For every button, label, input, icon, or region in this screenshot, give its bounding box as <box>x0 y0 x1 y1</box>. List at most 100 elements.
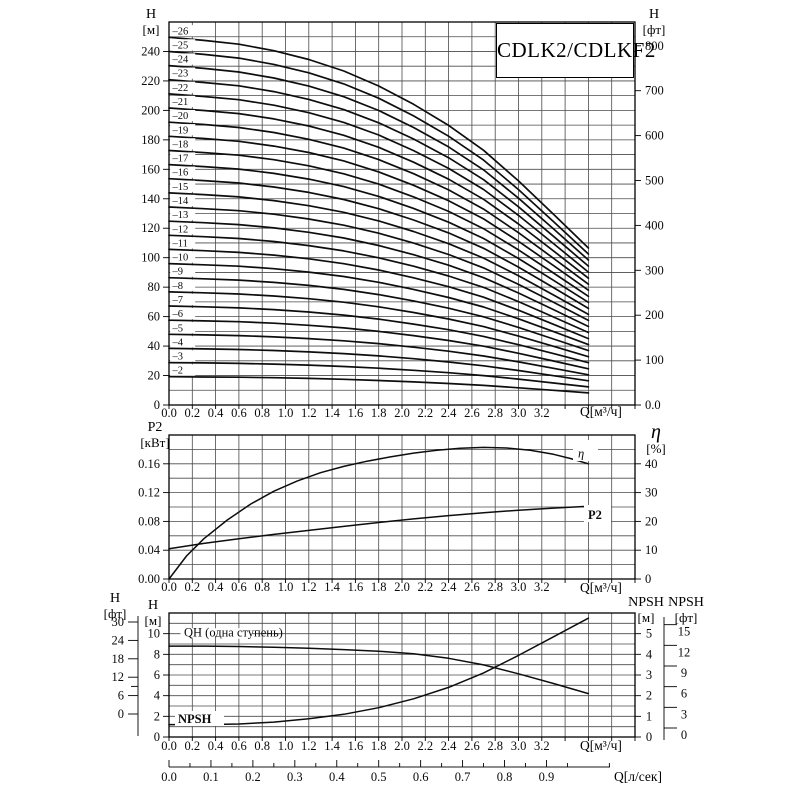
x-tick-label: 2.4 <box>441 739 457 753</box>
stage-curve-label: –26 <box>172 26 189 37</box>
x-tick-label: 3.2 <box>534 739 550 753</box>
h-ft-tick-label: 100 <box>645 353 664 367</box>
head-curve-12-stages <box>168 234 590 334</box>
npsh-m-tick-label: 4 <box>646 647 653 661</box>
stage-curve-label: –7 <box>172 295 184 306</box>
x-tick-label: 2.6 <box>464 739 480 753</box>
axis-unit: [кВт] <box>140 435 170 450</box>
p2-tick-label: 0.08 <box>138 514 160 528</box>
x-tick-label: 1.0 <box>278 739 294 753</box>
h-ft-tick-label: 6 <box>118 689 124 703</box>
h-m-tick-label: 4 <box>154 689 161 703</box>
x-tick-label: 1.6 <box>348 739 364 753</box>
lps-tick-label: 0.6 <box>413 770 429 784</box>
h-ft-tick-label: 0.0 <box>645 398 661 412</box>
head-curve-7-stages <box>168 305 590 364</box>
head-curve-21-stages <box>168 107 590 280</box>
x-tick-label: 2.8 <box>487 739 503 753</box>
curve-label-bg <box>170 265 196 277</box>
curve-label-bg <box>170 336 196 348</box>
h-m-tick-label: 10 <box>148 627 161 641</box>
x-tick-label: 1.4 <box>324 580 340 594</box>
curve-label-bg <box>170 138 196 150</box>
x-tick-label: 2.4 <box>441 580 457 594</box>
curve-label-bg <box>170 53 196 65</box>
h-m-tick-label: 2 <box>154 709 160 723</box>
npsh-m-tick-label: 0 <box>646 730 652 744</box>
axis-header-h-ft-top: H [фт] <box>634 7 674 37</box>
head-curve-17-stages <box>168 163 590 304</box>
h-ft-tick-label: 400 <box>645 218 664 232</box>
h-m-tick-label: 120 <box>141 221 160 235</box>
x-tick-label: 2.8 <box>487 580 503 594</box>
head-curve-15-stages <box>168 192 590 316</box>
x-tick-label: 3.0 <box>511 406 527 420</box>
q-unit-label-top: Q[м³/ч] <box>580 404 622 419</box>
head-curve-8-stages <box>168 291 590 358</box>
h-m-tick-label: 0 <box>154 398 160 412</box>
x-tick-label: 0.6 <box>231 739 247 753</box>
h-m-tick-label: 100 <box>141 251 160 265</box>
axis-header-p2: P2 [кВт] <box>132 420 178 450</box>
npsh-ft-tick-label: 9 <box>681 666 687 680</box>
axis-unit: [%] <box>646 441 666 456</box>
curve-label-bg <box>170 180 196 192</box>
axis-symbol: NPSH <box>628 595 664 610</box>
axis-unit: [фт] <box>674 610 698 625</box>
stage-curve-label: –10 <box>172 253 189 264</box>
h-ft-tick-label: 0 <box>118 707 124 721</box>
stage-curve-label: –18 <box>172 139 189 150</box>
eta-tick-label: 10 <box>645 543 658 557</box>
stage-curve-label: –9 <box>172 267 184 278</box>
stage-curve-label: –4 <box>172 337 184 348</box>
lps-tick-label: 0.0 <box>161 770 177 784</box>
x-tick-label: 1.4 <box>324 406 340 420</box>
axis-unit: [м] <box>142 22 160 37</box>
curve-label-bg <box>170 208 196 221</box>
npsh-ft-tick-label: 6 <box>681 687 687 701</box>
q-unit-label-middle: Q[м³/ч] <box>580 580 622 595</box>
label-bg <box>584 505 611 522</box>
curve-label-bg <box>170 293 196 306</box>
axis-symbol: H <box>648 7 660 22</box>
head-curve-5-stages <box>168 333 590 376</box>
npsh-m-tick-label: 3 <box>646 668 652 682</box>
axis-unit: [фт] <box>103 606 127 621</box>
axis-unit: [м] <box>637 610 655 625</box>
h-m-tick-label: 220 <box>141 74 160 88</box>
x-tick-label: 2.0 <box>394 406 410 420</box>
h-ft-tick-label: 500 <box>645 174 664 188</box>
x-tick-label: 1.8 <box>371 580 387 594</box>
axis-symbol: P2 <box>147 420 163 435</box>
h-m-tick-label: 180 <box>141 133 160 147</box>
axis-header-h-ft-bottom: H [фт] <box>96 591 134 621</box>
stage-curve-label: –19 <box>172 125 189 136</box>
curve-label-bg <box>170 67 196 79</box>
head-curve-26-stages <box>168 36 590 249</box>
x-tick-label: 2.4 <box>441 406 457 420</box>
model-title: CDLK2/CDLKF2 <box>497 38 656 62</box>
x-tick-label: 1.0 <box>278 580 294 594</box>
x-tick-label: 0.2 <box>184 580 200 594</box>
axis-header-h-m-top: H [м] <box>134 7 168 37</box>
head-chart-grid: –2 –3 –4 –5 –6 –7 –8 –9 –10 –11 –12 –13 –14 –15 –16 –17… <box>141 21 664 420</box>
x-tick-label: 1.8 <box>371 739 387 753</box>
curve-label-bg <box>170 166 196 178</box>
h-ft-tick-label: 24 <box>112 633 125 647</box>
lps-tick-label: 0.5 <box>371 770 387 784</box>
p2-tick-label: 0.12 <box>138 486 160 500</box>
x-tick-label: 2.8 <box>487 406 503 420</box>
p2-tick-label: 0.00 <box>138 572 160 586</box>
lps-tick-label: 0.2 <box>245 770 261 784</box>
stage-curve-label: –25 <box>172 40 189 51</box>
x-tick-label: 1.2 <box>301 739 317 753</box>
curve-label-bg <box>170 39 196 51</box>
axis-symbol: H <box>109 591 121 606</box>
h-ft-tick-label: 600 <box>645 129 664 143</box>
axis-symbol: NPSH <box>668 595 704 610</box>
x-tick-label: 0.2 <box>184 406 200 420</box>
x-tick-label: 2.6 <box>464 580 480 594</box>
curve-label-bg <box>170 364 196 376</box>
qh-legend-label: QH (одна ступень) <box>184 626 283 640</box>
h-m-tick-label: 40 <box>148 339 161 353</box>
